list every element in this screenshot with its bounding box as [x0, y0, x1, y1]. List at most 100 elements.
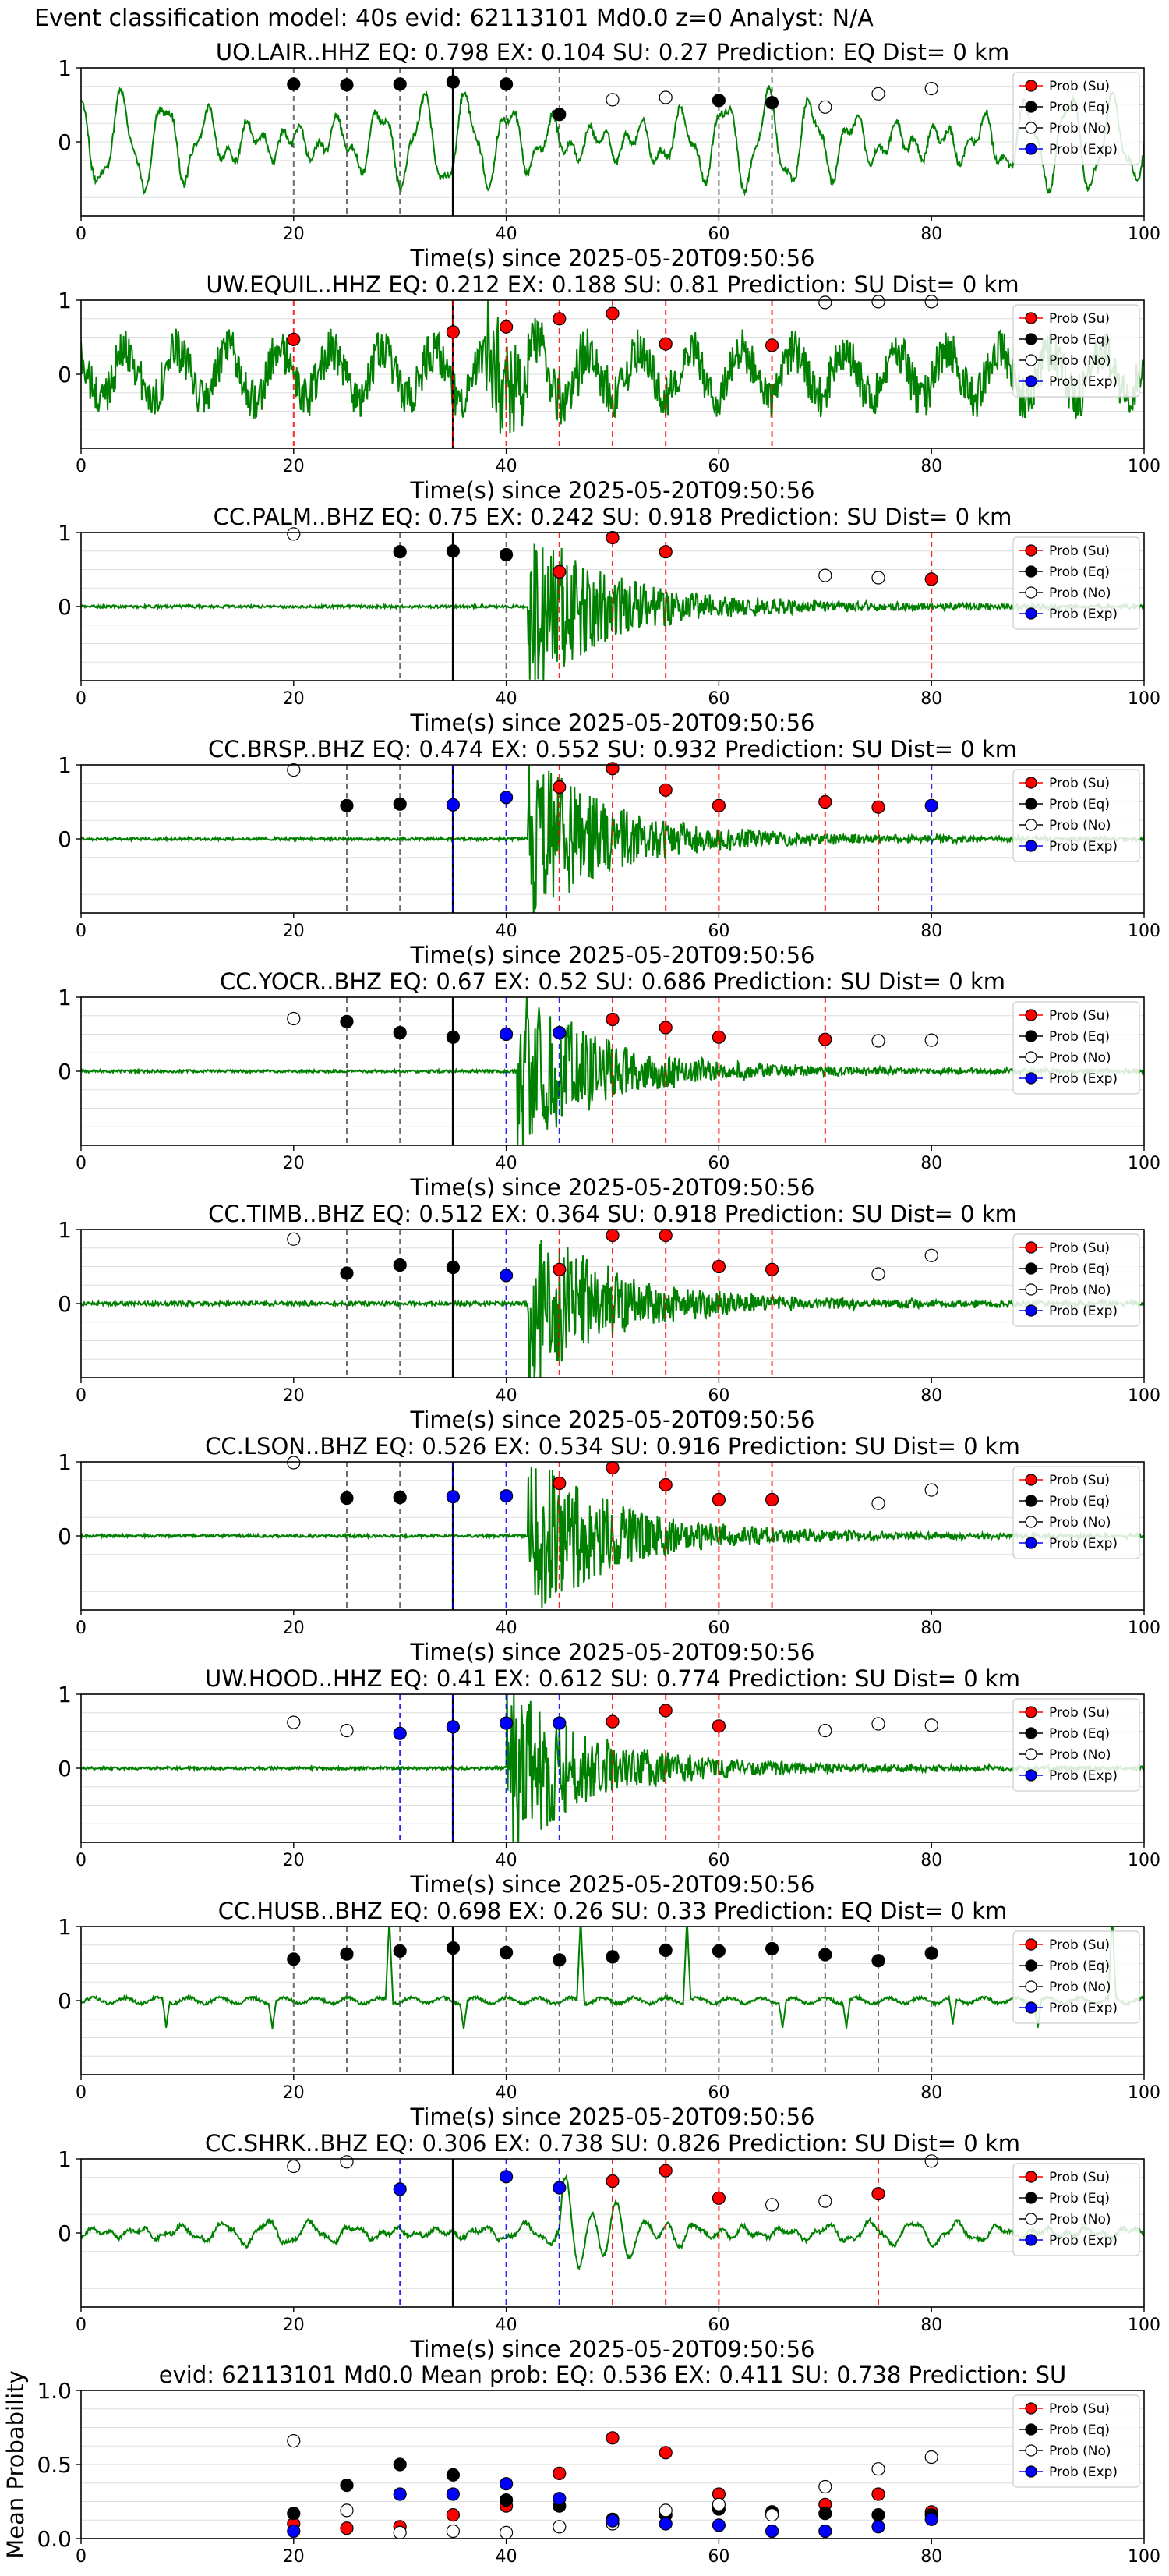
chart-panel-1: 0 20 40 60 80 100 0 1 UO.LAIR..HHZ EQ: 0.798 EX:…	[58, 39, 1160, 271]
legend-label-eq: Prob (Eq)	[1049, 1959, 1110, 1974]
chart-title: UO.LAIR..HHZ EQ: 0.798 EX: 0.104 SU: 0.2…	[216, 39, 1009, 65]
chart-panel-8: 0 20 40 60 80 100 0 1 UW.HOOD..HHZ EQ: 0.41 EX: …	[58, 1665, 1160, 1898]
x-tick-label: 40	[496, 1851, 517, 1870]
point-eq	[393, 1490, 407, 1505]
point-eq	[818, 2507, 832, 2521]
chart-title: UW.HOOD..HHZ EQ: 0.41 EX: 0.612 SU: 0.77…	[205, 1665, 1020, 1692]
x-tick-label: 100	[1128, 225, 1160, 244]
legend-box	[1012, 1001, 1140, 1095]
point-exp	[924, 2512, 938, 2526]
point-su	[553, 1262, 567, 1276]
x-tick-label: 20	[283, 2083, 305, 2103]
point-no	[871, 1717, 885, 1731]
x-axis-label: Time(s) since 2025-05-20T09:50:56	[410, 245, 815, 271]
point-su	[340, 2521, 354, 2535]
legend-marker-exp	[1025, 1072, 1037, 1085]
x-tick-label: 0	[76, 689, 87, 709]
x-tick-label: 40	[496, 689, 517, 709]
legend-marker-exp	[1025, 2465, 1037, 2478]
x-tick-label: 20	[283, 457, 305, 476]
point-su	[712, 1259, 726, 1274]
point-su	[553, 780, 567, 794]
y-tick-label: 0	[58, 826, 72, 852]
point-exp	[712, 2518, 726, 2532]
chart-panel-5: 0 20 40 60 80 100 0 1 CC.YOCR..BHZ EQ: 0.67 EX: …	[58, 968, 1160, 1201]
legend-marker-exp	[1025, 1304, 1037, 1317]
x-tick-label: 60	[708, 922, 729, 941]
point-no	[765, 2198, 779, 2212]
legend-label-su: Prob (Su)	[1049, 776, 1110, 791]
point-eq	[712, 1944, 726, 1958]
point-no	[287, 763, 301, 777]
x-tick-label: 40	[496, 1386, 517, 1406]
legend-label-su: Prob (Su)	[1049, 2170, 1110, 2185]
point-eq	[340, 1491, 354, 1506]
legend-label-su: Prob (Su)	[1049, 311, 1110, 327]
chart-title: CC.YOCR..BHZ EQ: 0.67 EX: 0.52 SU: 0.686…	[220, 968, 1005, 995]
point-su	[606, 2174, 620, 2189]
chart-title: CC.SHRK..BHZ EQ: 0.306 EX: 0.738 SU: 0.8…	[205, 2130, 1020, 2157]
point-eq	[553, 1953, 567, 1967]
point-su	[712, 1719, 726, 1733]
point-eq	[393, 1258, 407, 1272]
point-exp	[499, 2170, 514, 2184]
x-tick-label: 0	[76, 2083, 87, 2103]
legend-box	[1012, 769, 1140, 862]
x-tick-label: 60	[708, 1154, 729, 1173]
x-tick-label: 100	[1128, 2316, 1160, 2335]
x-tick-label: 60	[708, 2547, 729, 2567]
legend-label-eq: Prob (Eq)	[1049, 2422, 1110, 2438]
point-no	[553, 2520, 567, 2534]
point-eq	[393, 797, 407, 811]
x-tick-label: 60	[708, 2083, 729, 2103]
legend-marker-exp	[1025, 840, 1037, 852]
point-eq	[499, 77, 514, 91]
x-tick-label: 80	[920, 2547, 942, 2567]
point-exp	[659, 2517, 673, 2531]
x-tick-label: 20	[283, 1386, 305, 1406]
point-no	[924, 295, 938, 309]
legend-marker-su	[1025, 312, 1037, 324]
legend-marker-eq	[1025, 1262, 1037, 1275]
legend-label-no: Prob (No)	[1049, 2443, 1111, 2459]
point-eq	[340, 1947, 354, 1961]
point-eq	[446, 544, 461, 558]
legend: Prob (Su) Prob (Eq) Prob (No) Prob (Exp)	[1012, 2394, 1140, 2488]
x-axis-label: Time(s) since 2025-05-20T09:50:56	[410, 1174, 815, 1201]
point-su	[553, 2466, 567, 2480]
point-no	[818, 568, 832, 582]
chart-panel-6: 0 20 40 60 80 100 0 1 CC.TIMB..BHZ EQ: 0.512 EX:…	[58, 1201, 1160, 1433]
figure-suptitle: Event classification model: 40s evid: 62…	[34, 5, 874, 32]
x-tick-label: 40	[496, 2083, 517, 2103]
legend-marker-eq	[1025, 1959, 1037, 1972]
point-su	[712, 798, 726, 812]
legend-marker-su	[1025, 2402, 1037, 2415]
x-tick-label: 80	[920, 1619, 942, 1638]
legend: Prob (Su) Prob (Eq) Prob (No) Prob (Exp)	[1012, 1233, 1140, 1327]
legend-label-eq: Prob (Eq)	[1049, 797, 1110, 812]
x-tick-label: 0	[76, 2547, 87, 2567]
y-tick-label: 0	[58, 594, 72, 620]
point-exp	[499, 2477, 514, 2491]
point-eq	[446, 75, 461, 89]
legend-label-exp: Prob (Exp)	[1049, 1768, 1118, 1784]
legend: Prob (Su) Prob (Eq) Prob (No) Prob (Exp)	[1012, 1930, 1140, 2024]
legend-marker-exp	[1025, 375, 1037, 387]
legend-label-eq: Prob (Eq)	[1049, 1261, 1110, 1277]
legend-marker-exp	[1025, 1537, 1037, 1549]
point-eq	[340, 1014, 354, 1028]
point-su	[659, 783, 673, 797]
point-su	[818, 1032, 832, 1046]
point-su	[659, 1021, 673, 1035]
point-eq	[606, 1950, 620, 1964]
x-tick-label: 80	[920, 689, 942, 709]
legend-box	[1012, 536, 1140, 630]
point-no	[924, 2154, 938, 2168]
legend-label-no: Prob (No)	[1049, 1747, 1111, 1763]
legend-marker-eq	[1025, 333, 1037, 345]
legend-marker-su	[1025, 2171, 1037, 2183]
point-exp	[818, 2524, 832, 2539]
chart-panel-4: 0 20 40 60 80 100 0 1 CC.BRSP..BHZ EQ: 0.474 EX:…	[58, 736, 1160, 968]
